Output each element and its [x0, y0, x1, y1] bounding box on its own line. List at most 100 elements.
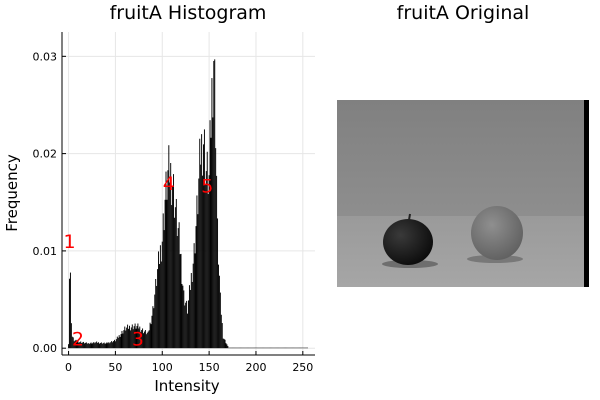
histogram-bar: [245, 347, 247, 349]
histogram-bar: [226, 344, 228, 349]
histogram-bar: [291, 347, 293, 349]
histogram-panel: fruitA Histogram 0 50 100 150 200 250 0.00 0.01…: [3, 2, 315, 395]
histogram-bar: [261, 347, 263, 349]
histogram-bar: [168, 145, 170, 349]
histogram-bar: [214, 59, 216, 349]
histogram-bar: [231, 347, 233, 349]
image-right-border: [584, 100, 589, 287]
histogram-bar: [166, 199, 168, 349]
histogram-bar: [117, 337, 119, 349]
histogram-bar: [217, 218, 219, 349]
histogram-bar: [99, 343, 100, 349]
histogram-bar: [185, 302, 187, 349]
histogram-bar: [173, 217, 175, 349]
histogram-bar: [99, 343, 101, 349]
orange: [471, 206, 523, 260]
histogram-bar: [267, 347, 269, 349]
histogram-bar: [90, 342, 92, 349]
histogram-bar: [146, 332, 148, 349]
histogram-bar: [103, 342, 105, 349]
histogram-bar: [73, 341, 75, 349]
histogram-bar: [292, 347, 294, 349]
histogram-bar: [77, 341, 79, 349]
histogram-bar: [241, 347, 243, 349]
histogram-bar: [171, 205, 173, 349]
histogram-bar: [143, 333, 144, 349]
histogram-bar: [120, 334, 122, 349]
axis-ticks: 0 50 100 150 200 250 0.00 0.01 0.02 0.03: [33, 50, 314, 374]
histogram-bar: [152, 306, 154, 349]
histogram-bar: [218, 275, 220, 349]
x-tick-label: 150: [199, 361, 220, 374]
histogram-bar: [198, 178, 200, 349]
histogram-bar: [131, 324, 133, 349]
histogram-bar: [297, 347, 299, 349]
histogram-bar: [280, 347, 282, 349]
histogram-bar: [106, 342, 108, 349]
histogram-bar: [300, 347, 302, 349]
histogram-bar: [147, 331, 149, 349]
y-tick-label: 0.02: [33, 148, 58, 161]
histogram-bar: [204, 184, 206, 349]
histogram-bar: [158, 251, 159, 349]
histogram-bar: [89, 343, 91, 349]
histogram-bar: [304, 347, 306, 349]
histogram-bar: [157, 269, 159, 349]
image-panel: fruitA Original: [337, 2, 589, 287]
histogram-bar: [137, 323, 139, 349]
histogram-bar: [288, 347, 290, 349]
histogram-bar: [205, 171, 207, 349]
histogram-bar: [272, 347, 274, 349]
histogram-bar: [260, 347, 262, 349]
histogram-bar: [202, 175, 204, 349]
histogram-bar: [104, 343, 106, 349]
histogram-bar: [109, 343, 111, 349]
histogram-bar: [273, 347, 275, 349]
histogram-bar: [191, 281, 193, 349]
histogram-bar: [170, 163, 172, 349]
histogram-bar: [281, 347, 283, 349]
histogram-bar: [169, 182, 171, 349]
histogram-bar: [140, 331, 142, 349]
histogram-bar: [213, 60, 215, 349]
histogram-bar: [224, 339, 226, 349]
peak-label: 1: [63, 231, 75, 253]
grayscale-photo: [337, 100, 589, 287]
histogram-bar: [275, 347, 277, 349]
histogram-bar: [212, 117, 214, 349]
histogram-bar: [177, 228, 179, 349]
histogram-bar: [75, 339, 77, 349]
histogram-bar: [294, 347, 296, 349]
histogram-bar: [126, 327, 128, 349]
histogram-bar: [302, 347, 304, 349]
histogram-bar: [276, 347, 278, 349]
histogram-bar: [195, 226, 197, 349]
histogram-bar: [121, 330, 123, 349]
histogram-bar: [100, 342, 102, 349]
peak-annotations: 1 2 3 4 5: [63, 173, 213, 351]
histogram-bar: [119, 336, 121, 349]
histogram-bar: [93, 342, 95, 349]
histogram-bar: [194, 253, 196, 349]
histogram-bar: [164, 199, 166, 349]
histogram-bar: [138, 328, 140, 349]
histogram-bar: [262, 347, 263, 349]
histogram-bar: [257, 347, 259, 349]
histogram-bar: [206, 151, 208, 349]
y-tick-label: 0.00: [33, 342, 58, 355]
histogram-bar: [290, 347, 292, 349]
histogram-bar: [233, 347, 234, 349]
table-surface: [337, 216, 584, 287]
histogram-bar: [279, 347, 281, 349]
histogram-bar: [129, 330, 131, 349]
histogram-bar: [79, 342, 81, 349]
histogram-bar: [92, 342, 94, 349]
histogram-bar: [76, 341, 78, 349]
histogram-bar: [223, 338, 225, 349]
histogram-bar: [167, 170, 169, 349]
histogram-bar: [81, 343, 83, 349]
histogram-bar: [203, 129, 205, 349]
histogram-bar: [215, 148, 217, 349]
x-tick-label: 100: [152, 361, 173, 374]
histogram-bar: [248, 347, 250, 349]
